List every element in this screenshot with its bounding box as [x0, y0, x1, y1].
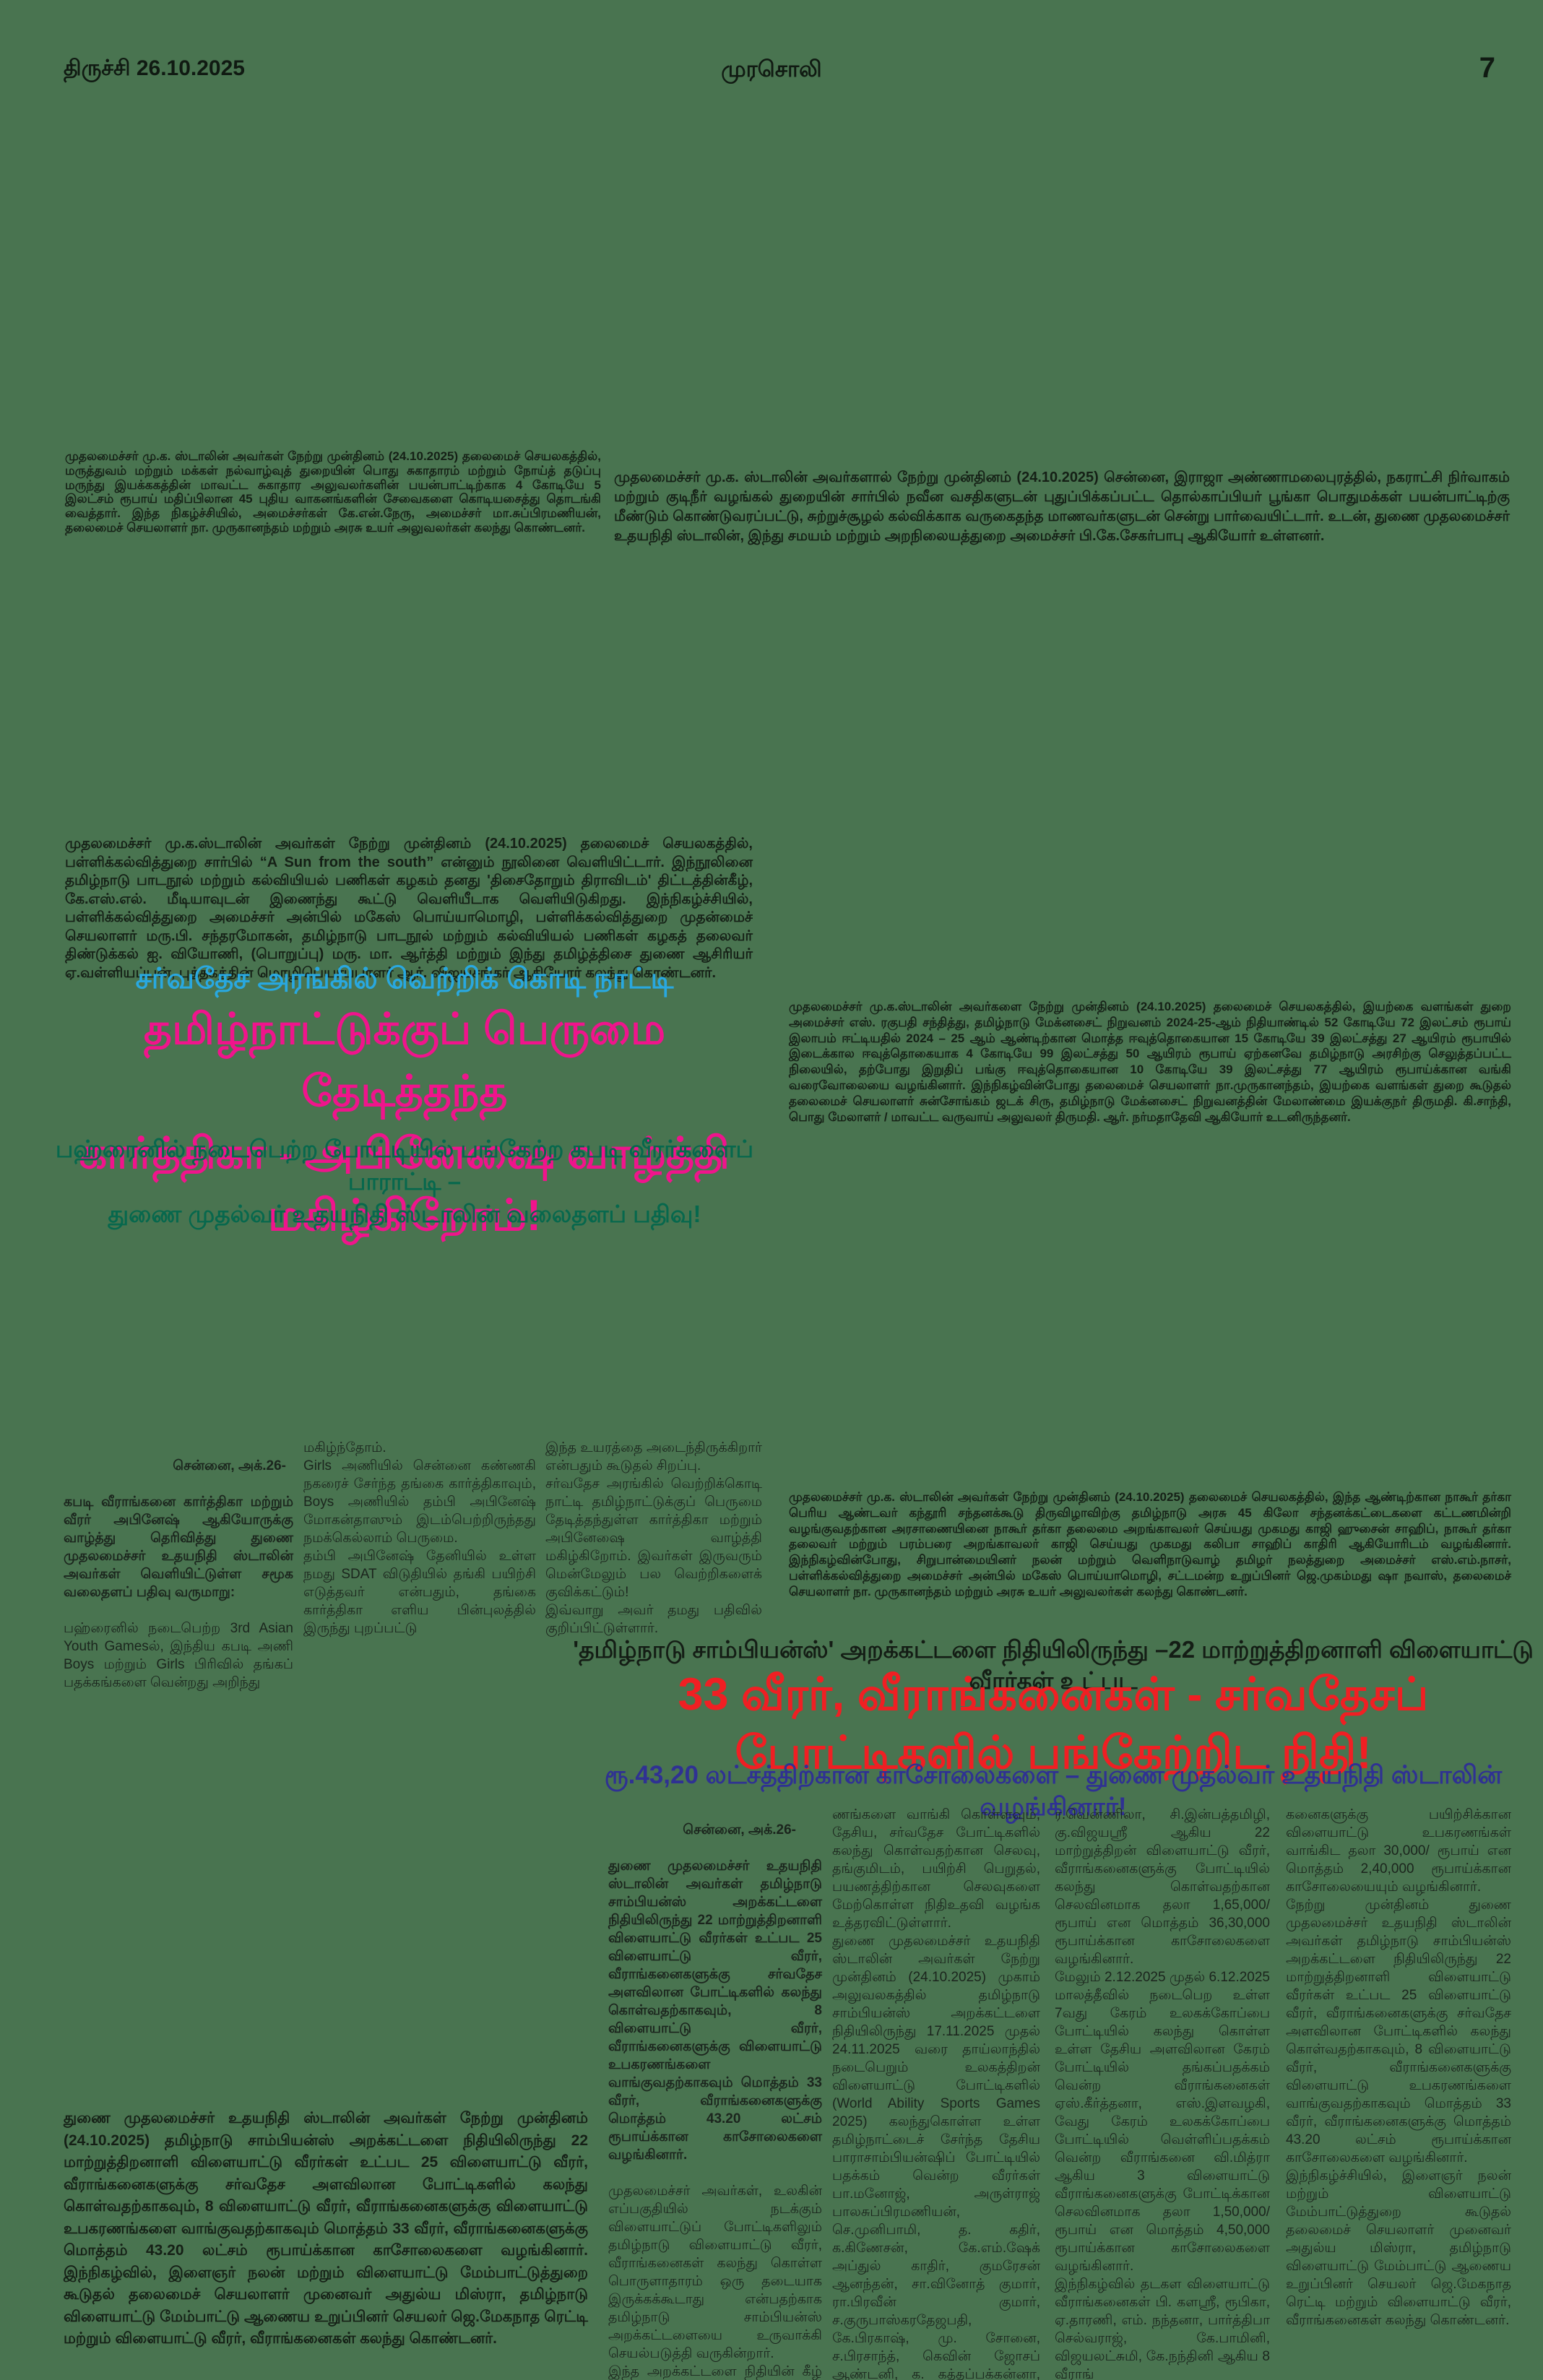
article2-column-2: ணங்களை வாங்கி கொள்ளவும், தேசிய, சர்வதேச … [832, 1807, 1040, 2380]
article2-subhead: ரூ.43,20 லட்சத்திற்கான காசோலைகளை – துணை … [604, 1761, 1503, 1821]
article2-dateline: சென்னை, அக்.26- [683, 1822, 796, 1838]
article1-column-3: இந்த உயரத்தை அடைந்திருக்கிறார் என்பதும் … [545, 1440, 762, 1636]
article1-column-1: சென்னை, அக்.26- கபடி வீராங்கனை கார்த்திக… [64, 1439, 293, 1710]
masthead-title: முரசொலி [721, 56, 822, 82]
article2-kicker: 'தமிழ்நாடு சாம்பியன்ஸ்' அறக்கட்டளை நிதிய… [573, 1636, 1534, 1694]
article2-col1-text: முதலமைச்சர் அவர்கள், உலகின் எப்பகுதியில்… [608, 2184, 822, 2379]
photo-caption-mid-left: முதலமைச்சர் மு.க.ஸ்டாலின் அவர்கள் நேற்று… [65, 836, 753, 981]
photo-caption-mid-right: முதலமைச்சர் மு.க.ஸ்டாலின் அவர்களை நேற்று… [789, 1000, 1511, 1124]
article1-col1-text: பஹ்ரைனில் நடைபெற்ற 3rd Asian Youth Games… [64, 1621, 293, 1690]
article2-column-4: கனைகளுக்கு பயிற்சிக்கான விளையாட்டு உபகரண… [1286, 1807, 1511, 2328]
article2-headline: 33 வீரர், வீராங்கனைகள் - சர்வதேசப் போட்ட… [678, 1669, 1429, 1778]
photo-caption-right-lower: முதலமைச்சர் மு.க. ஸ்டாலின் அவர்கள் நேற்ற… [789, 1490, 1511, 1598]
article2-lead-bold: துணை முதலமைச்சர் உதயநிதி ஸ்டாலின் அவர்கள… [608, 1858, 822, 2163]
edition-date: திருச்சி 26.10.2025 [64, 56, 245, 80]
article1-subhead: பஹ்ரைனில் நடைபெற்ற போட்டியில் பங்கேற்ற க… [55, 1135, 754, 1227]
photo-caption-bottom-left: துணை முதலமைச்சர் உதயநிதி ஸ்டாலின் அவர்கள… [64, 2110, 588, 2347]
photo-caption-top-right: முதலமைச்சர் மு.க. ஸ்டாலின் அவர்களால் நேற… [614, 469, 1510, 544]
article1-dateline: சென்னை, அக்.26- [173, 1458, 286, 1474]
article2-column-3: ர.வென்ணிலா, சி.இன்பத்தமிழி, கு.விஜயஸ்ரீ … [1055, 1807, 1270, 2380]
article1-kicker: சர்வதேச அரங்கில் வெற்றிக் கொடி நாட்டி [135, 963, 674, 995]
photo-caption-top-left: முதலமைச்சர் மு.க. ஸ்டாலின் அவர்கள் நேற்ற… [65, 449, 601, 535]
page-number: 7 [1479, 52, 1495, 84]
article2-column-1: சென்னை, அக்.26- துணை முதலமைச்சர் உதயநிதி… [608, 1803, 822, 2380]
article1-headline: தமிழ்நாட்டுக்குப் பெருமை தேடித்தந்த கார்… [79, 1005, 730, 1239]
article1-column-2: மகிழ்ந்தோம். Girls அணியில் சென்னை கண்ணகி… [303, 1440, 536, 1636]
article1-lead-bold: கபடி வீராங்கனை கார்த்திகா மற்றும் வீரர் … [64, 1494, 293, 1600]
